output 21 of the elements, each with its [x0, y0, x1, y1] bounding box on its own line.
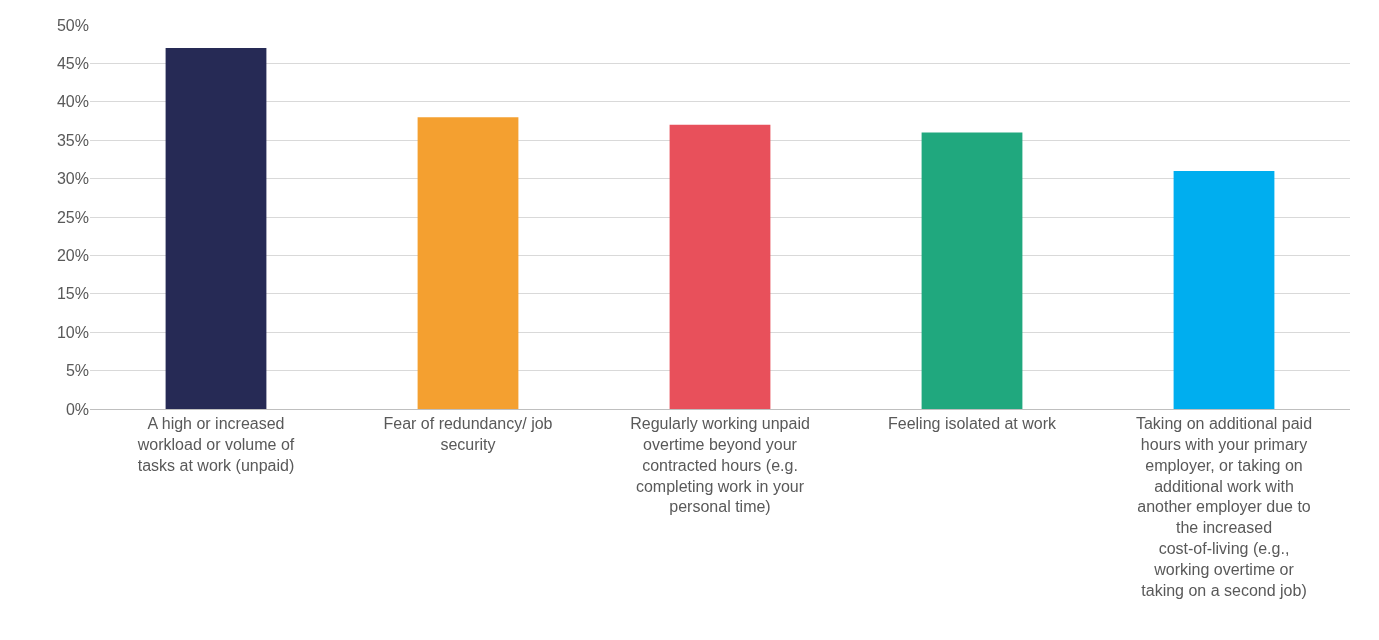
- y-tick-label: 40%: [56, 93, 89, 111]
- y-tick-label: 15%: [56, 285, 89, 303]
- y-tick-label: 0%: [65, 400, 89, 418]
- y-tick-label: 30%: [56, 170, 89, 188]
- y-tick-label: 5%: [65, 362, 89, 380]
- category-label: Taking on additional paid hours with your primary employer, or taking on additional work with another employer due to the increased cost-of-living (e.g., working overtime or taking on a second job): [1135, 415, 1313, 599]
- bar: [165, 48, 267, 409]
- y-tick-label: 20%: [56, 247, 89, 264]
- bar: [669, 124, 771, 409]
- x-tick-label: A high or increased workload or volume of tasks at work (unpaid): [136, 415, 295, 474]
- bar: [921, 132, 1023, 409]
- y-tick-label: 35%: [56, 131, 89, 149]
- x-tick-label: Fear of redundancy/ job security: [383, 415, 553, 453]
- x-tick-label: Regularly working unpaid overtime beyond your contracted hours (e.g. completing work in your personal time): [630, 415, 810, 516]
- bar: [417, 117, 519, 409]
- y-tick-label: 25%: [56, 208, 89, 226]
- y-tick-label: 45%: [56, 55, 89, 72]
- bar: [1173, 170, 1275, 409]
- x-tick-label: Feeling isolated at work: [887, 415, 1058, 433]
- y-tick-label: 10%: [56, 323, 89, 341]
- y-tick-label: 50%: [56, 16, 89, 34]
